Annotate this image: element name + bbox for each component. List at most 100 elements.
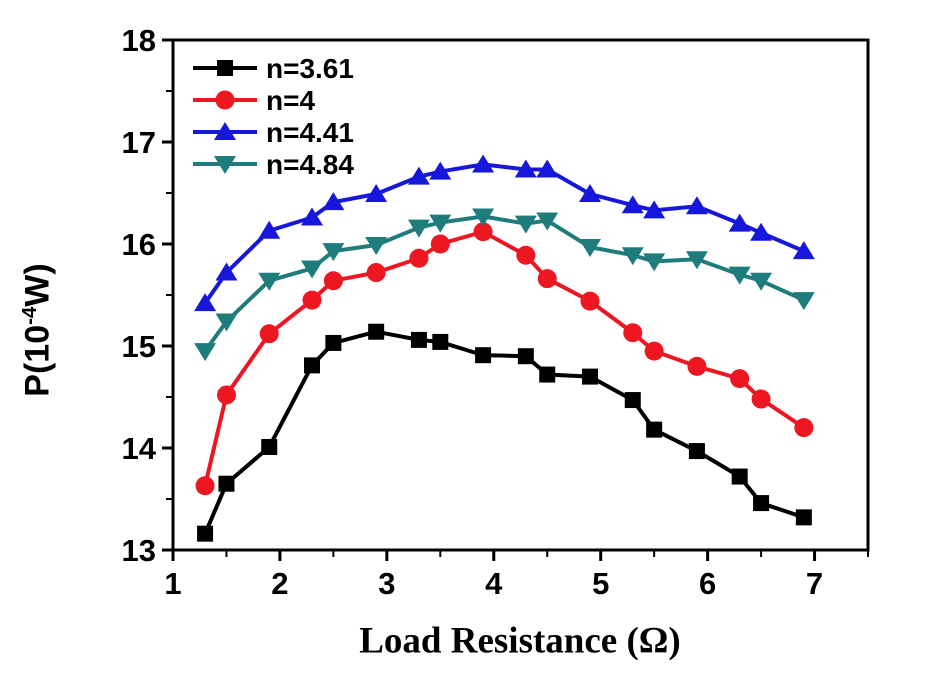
series-marker-1 xyxy=(644,341,664,361)
series-marker-1 xyxy=(687,356,707,376)
y-tick-label: 15 xyxy=(122,329,156,364)
series-marker-1 xyxy=(216,385,236,405)
series-marker-1 xyxy=(580,291,600,311)
series-marker-2 xyxy=(685,196,708,215)
series-marker-3 xyxy=(472,208,495,227)
x-tick-label: 3 xyxy=(378,566,395,601)
series-marker-3 xyxy=(792,292,815,311)
series-marker-2 xyxy=(621,195,644,214)
series-marker-0 xyxy=(517,348,534,365)
series-marker-2 xyxy=(643,200,666,219)
legend-label: n=4.41 xyxy=(266,117,354,148)
series-marker-2 xyxy=(301,207,323,226)
series-marker-0 xyxy=(218,475,235,492)
legend-label: n=3.61 xyxy=(266,53,354,84)
series-marker-3 xyxy=(536,212,559,231)
series-marker-1 xyxy=(516,245,536,265)
y-tick-label: 16 xyxy=(122,227,156,262)
series-marker-2 xyxy=(536,159,559,178)
series-marker-2 xyxy=(215,262,238,281)
series-marker-0 xyxy=(261,438,278,455)
series-marker-0 xyxy=(197,525,214,542)
series-marker-2 xyxy=(429,161,452,180)
series-marker-0 xyxy=(753,495,770,512)
series-marker-1 xyxy=(430,234,450,254)
y-axis-title-prefix: P(10 xyxy=(18,324,57,397)
legend-marker xyxy=(214,156,236,174)
x-tick-label: 5 xyxy=(592,566,609,601)
series-marker-0 xyxy=(368,323,385,340)
series-marker-1 xyxy=(409,248,429,268)
series-marker-3 xyxy=(194,343,217,362)
series-marker-0 xyxy=(304,357,320,374)
series-marker-3 xyxy=(215,313,238,332)
x-tick-label: 2 xyxy=(271,566,288,601)
series-marker-3 xyxy=(365,237,388,256)
y-tick-label: 17 xyxy=(122,125,156,160)
series-marker-0 xyxy=(582,368,598,385)
series-marker-1 xyxy=(794,418,814,438)
y-axis-title-exponent: -4 xyxy=(19,306,42,325)
series-marker-3 xyxy=(322,243,345,262)
y-tick-label: 13 xyxy=(122,533,156,568)
series-marker-0 xyxy=(432,333,449,350)
series-marker-3 xyxy=(728,266,751,285)
series-marker-3 xyxy=(407,219,430,238)
series-marker-0 xyxy=(795,509,812,526)
series-line-2 xyxy=(203,162,805,305)
series-marker-0 xyxy=(624,392,641,409)
series-line-3 xyxy=(203,214,805,353)
series-marker-1 xyxy=(473,222,493,242)
x-axis-title: Load Resistance (Ω) xyxy=(359,620,681,662)
series-line-1 xyxy=(203,229,805,487)
series-marker-2 xyxy=(322,192,345,211)
x-tick-label: 6 xyxy=(699,566,716,601)
series-marker-2 xyxy=(365,184,388,203)
series-marker-2 xyxy=(792,241,815,260)
y-tick-label: 18 xyxy=(122,23,156,58)
series-line-0 xyxy=(203,329,805,535)
series-marker-2 xyxy=(194,293,217,312)
series-marker-1 xyxy=(623,323,643,343)
series-marker-0 xyxy=(410,331,427,348)
series-marker-2 xyxy=(258,220,281,239)
series-marker-0 xyxy=(688,443,705,460)
series-marker-2 xyxy=(579,184,601,203)
series-marker-3 xyxy=(301,260,323,279)
legend-label: n=4 xyxy=(266,85,315,116)
series-marker-3 xyxy=(750,272,773,291)
series-marker-1 xyxy=(730,369,750,389)
series-marker-0 xyxy=(731,468,748,485)
series-marker-3 xyxy=(685,251,708,270)
series-marker-3 xyxy=(579,239,601,258)
series-marker-2 xyxy=(514,159,537,178)
series-marker-2 xyxy=(407,166,430,185)
legend-label: n=4.84 xyxy=(266,149,354,180)
x-tick-label: 7 xyxy=(806,566,823,601)
series-marker-1 xyxy=(537,269,557,289)
series-marker-1 xyxy=(195,476,215,496)
series-marker-3 xyxy=(258,272,281,291)
series-marker-0 xyxy=(475,347,492,364)
series-marker-3 xyxy=(643,253,666,272)
series-marker-3 xyxy=(429,214,452,233)
series-marker-2 xyxy=(728,213,751,232)
series-marker-0 xyxy=(646,421,663,438)
x-tick-label: 4 xyxy=(485,566,503,601)
legend-marker xyxy=(217,60,233,76)
series-marker-2 xyxy=(750,222,773,241)
series-marker-3 xyxy=(514,215,537,234)
series-marker-1 xyxy=(323,271,343,291)
series-marker-2 xyxy=(472,154,495,173)
series-marker-0 xyxy=(325,334,342,351)
y-axis-title-suffix: W) xyxy=(18,263,57,307)
y-tick-label: 14 xyxy=(122,431,157,466)
series-marker-1 xyxy=(751,389,771,409)
legend-marker xyxy=(214,122,236,140)
series-marker-1 xyxy=(366,263,386,283)
series-marker-3 xyxy=(621,247,644,266)
y-axis-title: P(10-4W) xyxy=(19,263,58,396)
series-marker-1 xyxy=(302,290,322,310)
